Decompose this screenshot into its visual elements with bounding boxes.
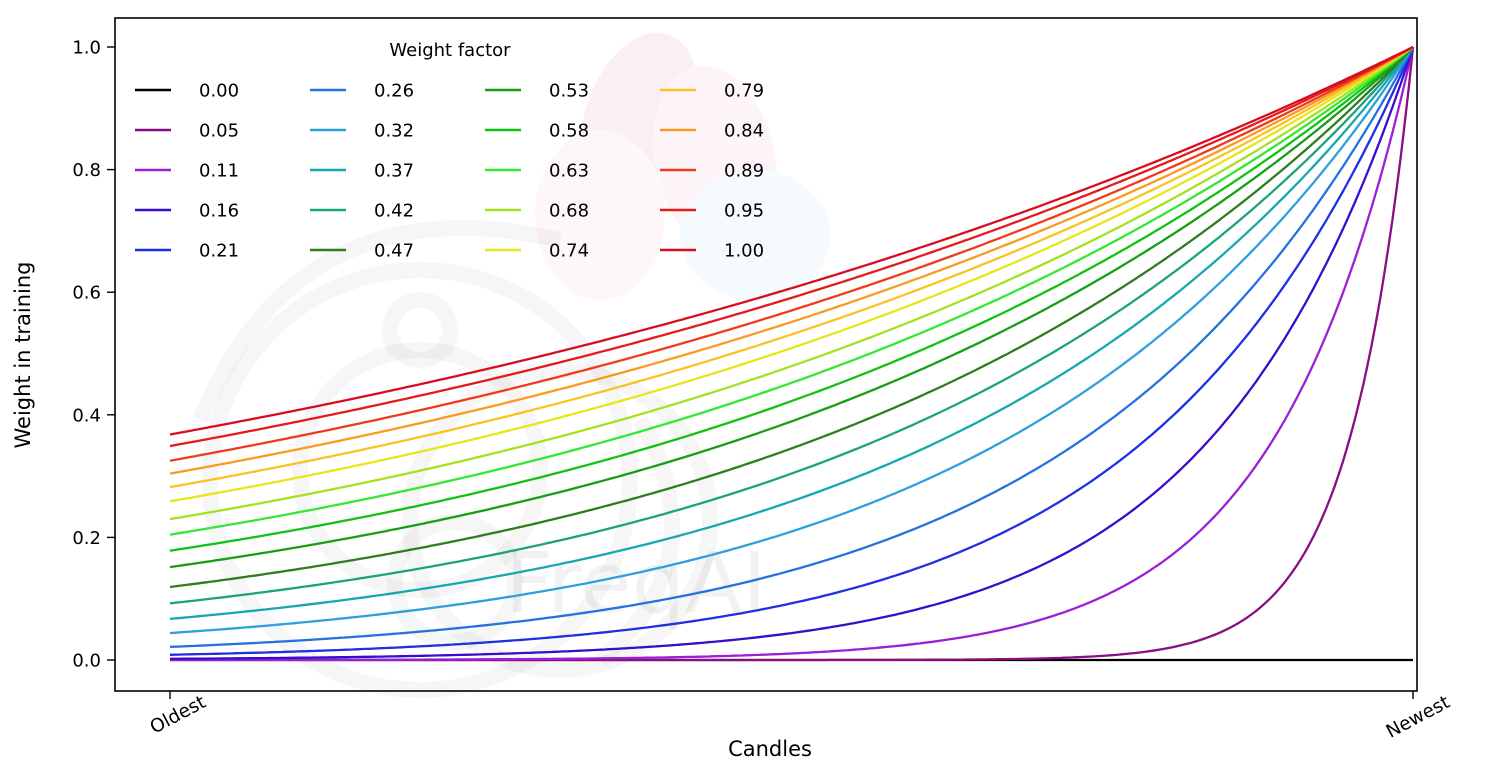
watermark-leaf-shapes (535, 32, 830, 300)
curve-weight-factor-1.00 (169, 45, 1414, 436)
legend-label-0.68: 0.68 (549, 201, 589, 222)
y-tick-label: 1.0 (72, 38, 101, 59)
legend-label-0.16: 0.16 (199, 201, 239, 222)
y-tick-label: 0.8 (72, 160, 101, 181)
watermark-leaf (535, 130, 665, 300)
y-tick-label: 0.6 (72, 283, 101, 304)
legend-label-0.42: 0.42 (374, 201, 414, 222)
y-axis-label: Weight in training (11, 261, 35, 448)
legend-label-0.37: 0.37 (374, 161, 414, 182)
watermark-leaf (680, 170, 830, 300)
legend-title: Weight factor (389, 40, 511, 61)
watermark-arc (192, 220, 562, 424)
curve-weight-factor-0.58 (169, 46, 1414, 552)
legend-label-0.26: 0.26 (374, 81, 414, 102)
curve-weight-factor-0.89 (169, 45, 1414, 462)
watermark-circle (387, 514, 523, 650)
legend-label-0.00: 0.00 (199, 81, 239, 102)
legend-label-0.74: 0.74 (549, 241, 589, 262)
curve-weight-factor-0.32 (169, 46, 1414, 635)
curve-weight-factor-0.21 (169, 46, 1415, 656)
watermark-robot-outline (192, 220, 718, 698)
curve-weight-factor-0.26 (169, 46, 1415, 649)
y-tick-label: 0.2 (72, 528, 101, 549)
legend-label-0.63: 0.63 (549, 161, 589, 182)
watermark-arc (594, 416, 680, 667)
y-tick-label: 0.0 (72, 651, 101, 672)
curve-weight-factor-0.95 (169, 45, 1414, 448)
legend-label-0.53: 0.53 (549, 81, 589, 102)
y-tick-label: 0.4 (72, 405, 101, 426)
curve-weight-factor-0.63 (169, 46, 1414, 536)
curve-weight-factor-0.79 (169, 46, 1414, 489)
plot-border (114, 17, 1418, 692)
legend-label-0.79: 0.79 (724, 81, 764, 102)
legend-label-0.89: 0.89 (724, 161, 764, 182)
legend-label-0.47: 0.47 (374, 241, 414, 262)
curves-layer (169, 45, 1415, 662)
freqai-watermark: FreqAI (192, 32, 830, 698)
legend-label-0.58: 0.58 (549, 121, 589, 142)
x-tick-label: Oldest (147, 692, 210, 739)
legend-label-0.05: 0.05 (199, 121, 239, 142)
legend-label-0.21: 0.21 (199, 241, 239, 262)
curve-weight-factor-0.42 (169, 46, 1414, 605)
legend-label-1.00: 1.00 (724, 241, 764, 262)
legend-label-0.11: 0.11 (199, 161, 239, 182)
x-axis-label: Candles (728, 737, 812, 761)
legend: Weight factor 0.000.050.110.160.210.260.… (135, 40, 764, 262)
curve-weight-factor-0.37 (169, 46, 1414, 621)
curve-weight-factor-0.11 (170, 46, 1415, 662)
watermark-circle (382, 292, 458, 368)
watermark-leaf (653, 66, 777, 254)
curve-weight-factor-0.84 (169, 46, 1414, 475)
curve-weight-factor-0.68 (169, 46, 1414, 521)
curve-weight-factor-0.53 (169, 46, 1414, 569)
watermark-leaf (580, 32, 700, 208)
legend-label-0.84: 0.84 (724, 121, 764, 142)
curve-weight-factor-0.16 (170, 46, 1415, 660)
legend-label-0.95: 0.95 (724, 201, 764, 222)
curve-weight-factor-0.74 (169, 46, 1414, 503)
legend-items: 0.00 0.05 0.11 0.16 0.21 0.26 0.32 0.37 0.42 0.47… (135, 81, 764, 262)
curve-weight-factor-0.47 (169, 46, 1414, 589)
watermark-circle (402, 362, 718, 678)
legend-label-0.32: 0.32 (374, 121, 414, 142)
x-tick-label: Newest (1383, 692, 1453, 743)
